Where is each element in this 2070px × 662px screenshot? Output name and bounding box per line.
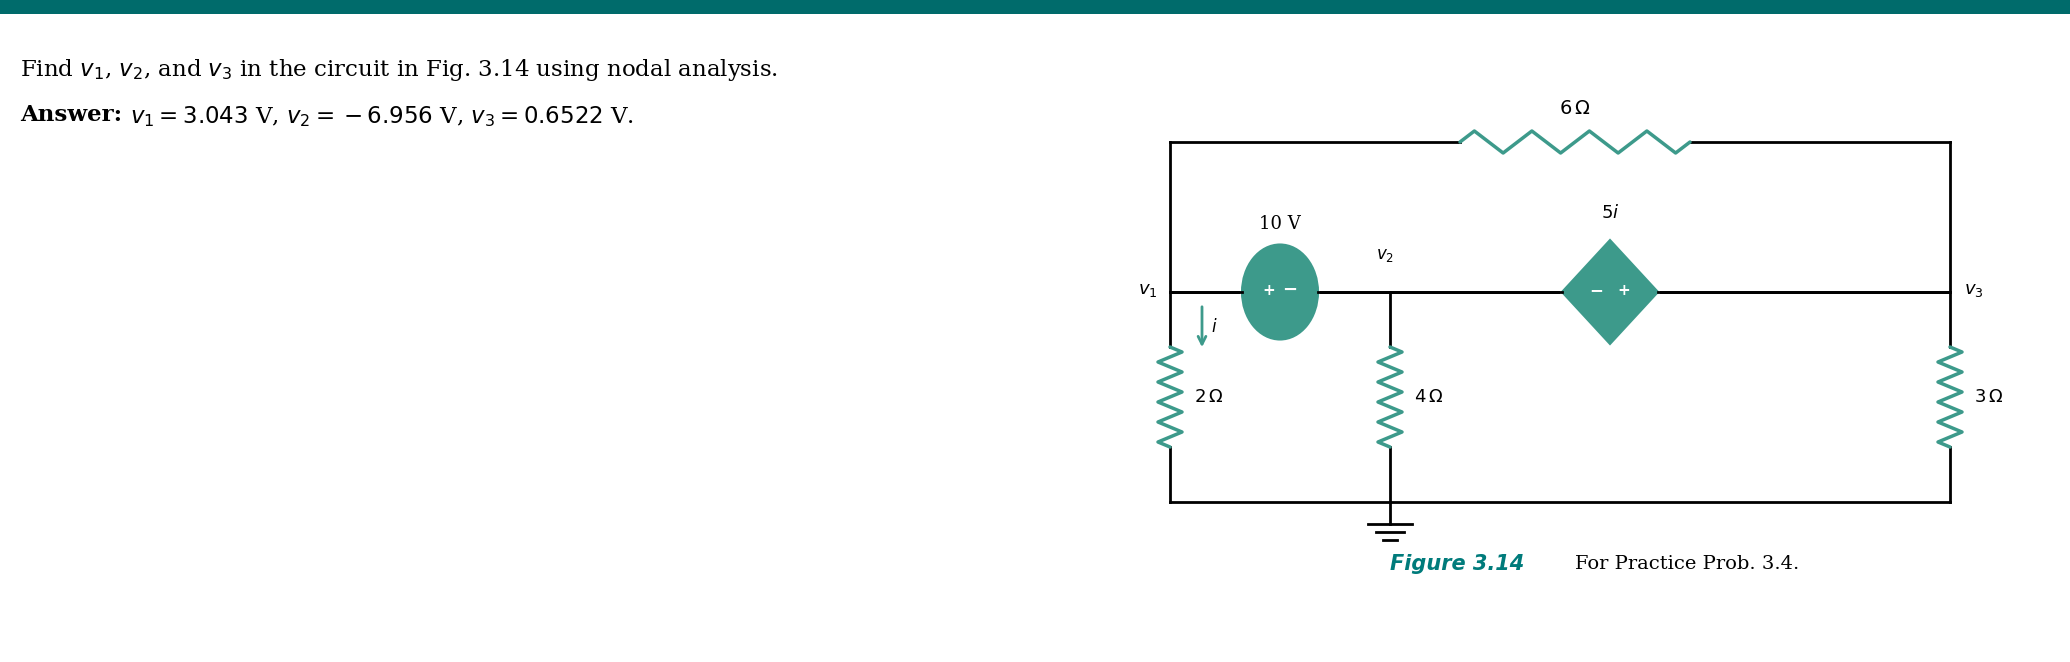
FancyBboxPatch shape <box>1561 289 1660 295</box>
Text: $4\,\Omega$: $4\,\Omega$ <box>1414 388 1443 406</box>
Text: $v_1 = 3.043$ V, $v_2 = -6.956$ V, $v_3 = 0.6522$ V.: $v_1 = 3.043$ V, $v_2 = -6.956$ V, $v_3 … <box>130 104 633 129</box>
Text: Answer:: Answer: <box>21 104 122 126</box>
Text: $v_1$: $v_1$ <box>1138 281 1157 299</box>
Text: $v_3$: $v_3$ <box>1964 281 1983 299</box>
Text: +: + <box>1617 283 1631 297</box>
Text: $v_2$: $v_2$ <box>1377 247 1393 264</box>
Ellipse shape <box>1242 244 1319 340</box>
Text: Find $v_1$, $v_2$, and $v_3$ in the circuit in Fig. 3.14 using nodal analysis.: Find $v_1$, $v_2$, and $v_3$ in the circ… <box>21 57 778 83</box>
Text: −: − <box>1590 281 1602 299</box>
Text: $3\,\Omega$: $3\,\Omega$ <box>1975 388 2004 406</box>
Text: $2\,\Omega$: $2\,\Omega$ <box>1194 388 1223 406</box>
Polygon shape <box>1563 240 1658 344</box>
Text: −: − <box>1283 281 1298 299</box>
FancyBboxPatch shape <box>1240 289 1321 295</box>
FancyBboxPatch shape <box>0 0 2070 14</box>
Text: +: + <box>1263 283 1275 297</box>
Text: For Practice Prob. 3.4.: For Practice Prob. 3.4. <box>1550 555 1799 573</box>
Text: $6\,\Omega$: $6\,\Omega$ <box>1559 100 1592 118</box>
Text: Figure 3.14: Figure 3.14 <box>1389 554 1524 574</box>
Text: $i$: $i$ <box>1211 318 1217 336</box>
Text: $5i$: $5i$ <box>1600 204 1619 222</box>
Text: 10 V: 10 V <box>1259 215 1300 233</box>
